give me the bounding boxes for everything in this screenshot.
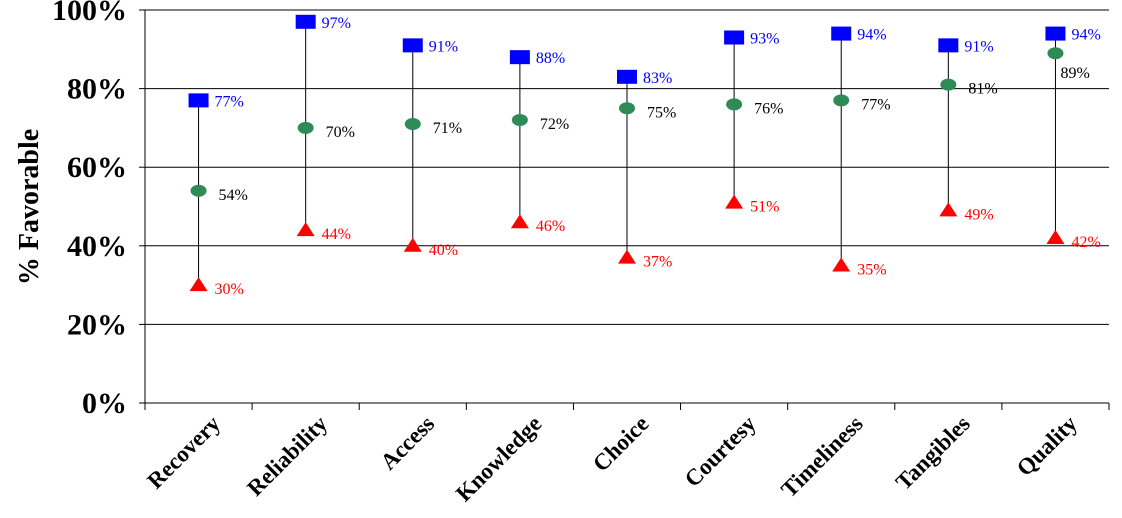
triangle-marker xyxy=(189,277,208,292)
x-category-label: Access xyxy=(376,411,440,475)
data-label-square: 83% xyxy=(643,70,672,87)
circle-marker xyxy=(190,184,207,197)
data-label-circle: 71% xyxy=(433,120,462,137)
triangle-marker xyxy=(618,249,636,264)
data-label-circle: 75% xyxy=(647,104,676,121)
triangle-marker xyxy=(510,214,529,229)
circle-marker xyxy=(833,94,850,107)
data-label-square: 97% xyxy=(322,15,351,32)
x-category-label: Recovery xyxy=(142,411,225,494)
y-tick-label: 60% xyxy=(67,151,127,184)
data-label-circle: 77% xyxy=(861,96,890,113)
data-label-circle: 76% xyxy=(754,100,783,117)
data-label-square: 91% xyxy=(429,38,458,55)
x-category-label: Tangibles xyxy=(891,411,975,495)
circle-marker xyxy=(297,121,314,134)
axes xyxy=(139,9,1110,410)
square-marker xyxy=(938,38,959,53)
x-category-labels: Recovery Reliability Access Knowledge Choice… xyxy=(142,411,1082,507)
triangle-marker xyxy=(832,257,851,272)
data-label-circle: 89% xyxy=(1060,65,1089,82)
y-tick-labels: 0% 20% 40% 60% 80% 100% xyxy=(52,0,127,420)
circle-marker xyxy=(511,114,528,127)
y-tick-label: 20% xyxy=(67,308,127,341)
y-tick-label: 100% xyxy=(52,0,127,27)
triangle-marker xyxy=(939,202,958,217)
triangle-marker xyxy=(1046,229,1065,244)
y-tick-label: 0% xyxy=(82,387,127,420)
square-marker xyxy=(188,93,209,108)
data-label-triangle: 44% xyxy=(322,226,351,243)
data-label-triangle: 46% xyxy=(536,218,565,235)
circle-marker xyxy=(940,78,957,91)
data-label-circle: 70% xyxy=(326,124,355,141)
x-category-label: Knowledge xyxy=(451,411,546,506)
data-label-triangle: 40% xyxy=(429,242,458,259)
square-marker xyxy=(831,26,852,41)
x-category-label: Choice xyxy=(588,411,654,477)
square-marker xyxy=(724,30,745,45)
square-marker xyxy=(1045,26,1066,41)
data-label-square: 93% xyxy=(750,31,779,48)
data-label-triangle: 35% xyxy=(857,261,886,278)
x-category-label: Reliability xyxy=(242,411,332,501)
data-label-triangle: 42% xyxy=(1071,234,1100,251)
square-marker xyxy=(402,38,423,53)
x-category-label: Courtesy xyxy=(680,411,761,492)
triangle-marker xyxy=(296,222,315,237)
y-axis-label: % Favorable xyxy=(14,129,45,285)
data-label-triangle: 37% xyxy=(643,254,672,271)
circle-marker xyxy=(619,102,635,115)
data-label-square: 94% xyxy=(1071,27,1100,44)
y-tick-label: 40% xyxy=(67,230,127,263)
data-label-circle: 54% xyxy=(219,187,248,204)
x-category-label: Timeliness xyxy=(776,411,868,503)
square-marker xyxy=(617,69,637,84)
data-labels: 77% 54% 30% 97% 70% 44% 91% 71% 40% 88% 72% 46% 83% 7… xyxy=(215,15,1101,298)
circle-marker xyxy=(726,98,743,111)
data-label-circle: 81% xyxy=(968,81,997,98)
triangle-marker xyxy=(403,237,422,252)
x-category-label: Quality xyxy=(1012,411,1082,481)
circle-marker xyxy=(1047,47,1064,60)
data-label-square: 77% xyxy=(215,93,244,110)
data-label-triangle: 51% xyxy=(750,199,779,216)
data-label-circle: 72% xyxy=(540,116,569,133)
y-tick-label: 80% xyxy=(67,73,127,106)
data-label-triangle: 30% xyxy=(215,281,244,298)
square-marker xyxy=(509,50,530,65)
data-label-square: 94% xyxy=(857,27,886,44)
triangle-marker xyxy=(725,194,744,209)
data-marks xyxy=(188,14,1066,292)
data-label-square: 91% xyxy=(964,38,993,55)
square-marker xyxy=(295,14,316,29)
data-label-triangle: 49% xyxy=(964,206,993,223)
circle-marker xyxy=(404,117,421,130)
data-label-square: 88% xyxy=(536,50,565,67)
